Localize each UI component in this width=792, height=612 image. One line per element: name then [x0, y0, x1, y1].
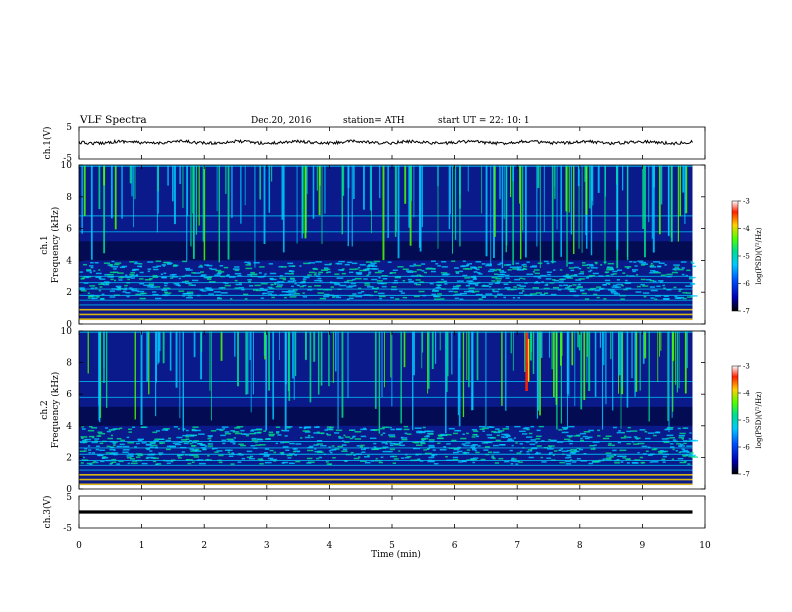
colorbar-tick-label: -3: [743, 363, 750, 371]
y-tick-label: 4: [66, 256, 72, 266]
x-tick-label: 1: [139, 541, 145, 551]
x-tick-label: 5: [389, 541, 395, 551]
x-tick-label: 9: [640, 541, 646, 551]
ch1-ylabel: ch.1(V): [42, 127, 53, 160]
ch1-spectrogram-ylabel-freq: Frequency (kHz): [50, 207, 61, 284]
x-tick-label: 3: [264, 541, 270, 551]
ch2-spectrogram-image: [79, 331, 699, 489]
y-tick-label: 6: [66, 225, 72, 235]
ch1-colorbar: [731, 200, 739, 312]
y-tick-label: 2: [66, 288, 72, 298]
x-tick-label: 10: [699, 541, 711, 551]
y-tick-label: 10: [61, 161, 73, 171]
x-tick-label: 8: [577, 541, 583, 551]
chart-title: VLF Spectra: [79, 114, 147, 126]
y-tick-label: 6: [66, 390, 72, 400]
ch1-colorbar-label: log(PSD)(V²/Hz): [755, 227, 763, 284]
date-label: Dec.20, 2016: [251, 116, 312, 126]
ch1-ytick-top: 5: [66, 123, 72, 133]
station-label: station= ATH: [343, 116, 405, 126]
ch3-ylabel: ch.3(V): [42, 496, 53, 529]
y-tick-label: 8: [66, 193, 72, 203]
x-tick-label: 7: [514, 541, 520, 551]
ch1-spectrogram-image: [79, 165, 698, 324]
x-tick-label: 2: [201, 541, 207, 551]
colorbar-tick-label: -3: [743, 198, 750, 206]
ch2-spectrogram-ylabel-ch: ch.2: [40, 400, 50, 419]
x-axis-label: Time (min): [371, 549, 421, 560]
colorbar-tick-label: -6: [743, 444, 750, 452]
y-tick-label: 10: [61, 327, 73, 337]
x-tick-label: 0: [76, 541, 82, 551]
colorbar-tick-label: -5: [743, 417, 750, 425]
y-tick-label: 0: [66, 320, 72, 330]
ch2-colorbar-label: log(PSD)(V²/Hz): [755, 391, 763, 448]
x-tick-label: 6: [452, 541, 458, 551]
ch2-spectrogram-ylabel-freq: Frequency (kHz): [50, 372, 61, 449]
ch1-spectrogram-ylabel-ch: ch.1: [40, 235, 50, 254]
ch3-ytick-top: 5: [66, 493, 72, 503]
colorbar-tick-label: -6: [743, 280, 750, 288]
x-axis: 0 1 2 3 4 5 6 7 8 9 10: [76, 127, 711, 551]
x-tick-label: 4: [327, 541, 333, 551]
colorbar-tick-label: -5: [743, 253, 750, 261]
colorbar-tick-label: -4: [743, 390, 750, 398]
ch3-ytick-bottom: -5: [63, 524, 72, 534]
colorbar-tick-label: -4: [743, 225, 750, 233]
ch1-ytick-bottom: -5: [63, 154, 72, 164]
y-tick-label: 0: [66, 485, 72, 495]
y-tick-label: 4: [66, 422, 72, 432]
start-time-label: start UT = 22: 10: 1: [438, 116, 530, 126]
y-tick-label: 2: [66, 453, 72, 463]
y-tick-label: 8: [66, 359, 72, 369]
colorbar-tick-label: -7: [743, 308, 750, 316]
colorbar-tick-label: -7: [743, 471, 750, 479]
ch2-colorbar: [731, 365, 739, 475]
ch1-signal-trace: [78, 139, 693, 146]
